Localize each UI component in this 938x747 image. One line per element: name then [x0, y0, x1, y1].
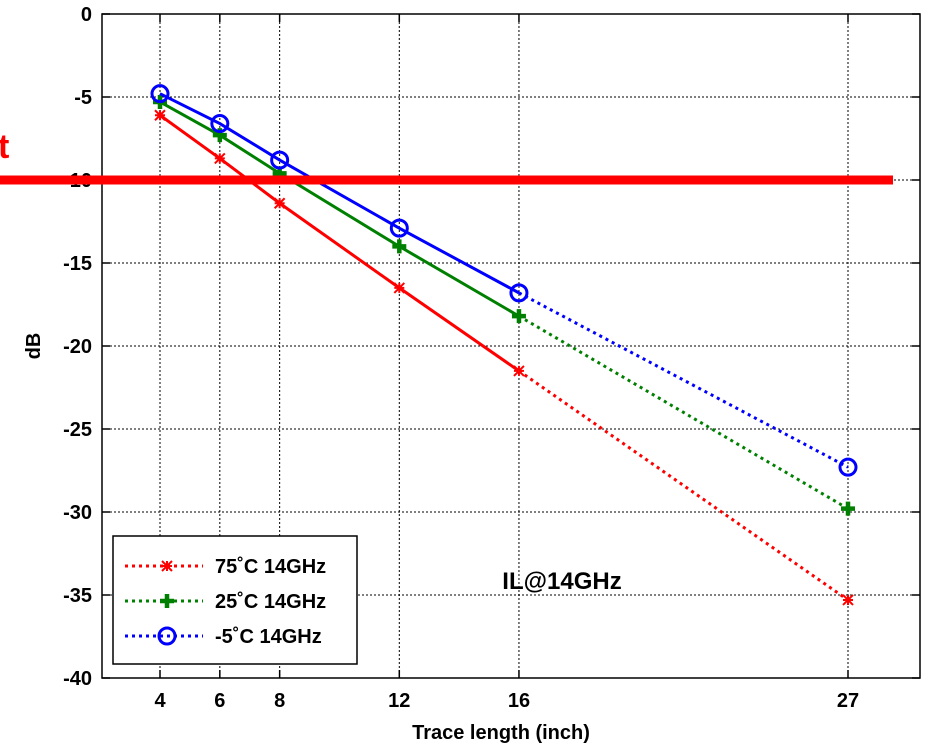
x-tick-label: 8	[274, 690, 285, 712]
y-axis-label: dB	[23, 333, 45, 360]
data-point	[392, 239, 407, 254]
y-tick-label: -35	[63, 585, 92, 607]
legend-entry-1: 25˚C 14GHz	[125, 590, 326, 613]
x-axis-label: Trace length (inch)	[412, 722, 590, 744]
legend: 75˚C 14GHz 25˚C 14GHz -5˚C 14GHz	[112, 535, 358, 665]
y-tick-label: -5	[74, 87, 92, 109]
series-line-dotted	[518, 291, 849, 469]
marker-circle	[210, 114, 230, 134]
series-2	[150, 84, 858, 477]
y-tick-label: -15	[63, 253, 92, 275]
marker-asterisk	[513, 365, 525, 377]
marker-asterisk	[154, 109, 166, 121]
x-tick-label: 12	[388, 690, 410, 712]
series-group	[150, 84, 858, 606]
data-point	[509, 283, 529, 303]
x-tick-label: 4	[154, 690, 166, 712]
data-point	[214, 152, 226, 165]
marker-circle	[509, 283, 529, 303]
data-point	[150, 84, 170, 104]
marker-circle	[389, 218, 409, 238]
marker-asterisk	[842, 594, 854, 606]
legend-label: 75˚C 14GHz	[215, 555, 326, 578]
y-tick-label: -25	[63, 419, 92, 441]
marker-asterisk	[214, 152, 226, 165]
y-tick-label: -30	[63, 502, 92, 524]
marker-asterisk	[393, 282, 406, 294]
x-tick-label: 16	[508, 690, 530, 712]
x-tick-label: 6	[214, 690, 225, 712]
marker-asterisk	[273, 197, 286, 209]
marker-plus	[511, 309, 526, 324]
legend-label: -5˚C 14GHz	[215, 625, 322, 648]
data-point	[389, 218, 409, 238]
y-tick-label: -20	[63, 336, 92, 358]
series-1	[153, 94, 855, 516]
data-point	[273, 197, 286, 209]
data-point	[270, 150, 290, 170]
y-tick-label: 0	[81, 4, 92, 26]
series-line-solid	[159, 92, 520, 295]
reference-line-group: t	[0, 128, 893, 185]
marker-asterisk	[161, 560, 173, 572]
series-line-dotted	[518, 369, 849, 602]
legend-marker	[161, 560, 173, 572]
data-point	[210, 114, 230, 134]
data-point	[511, 309, 526, 324]
legend-marker	[160, 594, 174, 608]
marker-circle	[270, 150, 290, 170]
legend-entry-0: 75˚C 14GHz	[125, 555, 326, 578]
data-point	[841, 501, 855, 516]
legend-marker	[157, 626, 177, 646]
legend-entry-2: -5˚C 14GHz	[125, 625, 322, 648]
y-tick-label: -40	[63, 668, 92, 690]
series-line-solid	[159, 114, 520, 373]
data-point	[838, 457, 858, 477]
x-tick-label: 27	[837, 690, 859, 712]
annotation-text: IL@14GHz	[502, 568, 621, 595]
data-point	[513, 365, 525, 377]
data-point	[154, 109, 166, 121]
marker-plus	[841, 501, 855, 516]
data-point	[842, 594, 854, 606]
data-point	[393, 282, 406, 294]
marker-circle	[150, 84, 170, 104]
series-line-dotted	[518, 314, 849, 510]
legend-label: 25˚C 14GHz	[215, 590, 326, 613]
marker-circle	[157, 626, 177, 646]
marker-circle	[838, 457, 858, 477]
marker-plus	[160, 594, 174, 608]
reference-line-label-fragment: t	[0, 128, 9, 166]
series-0	[154, 109, 854, 606]
marker-plus	[392, 239, 407, 254]
